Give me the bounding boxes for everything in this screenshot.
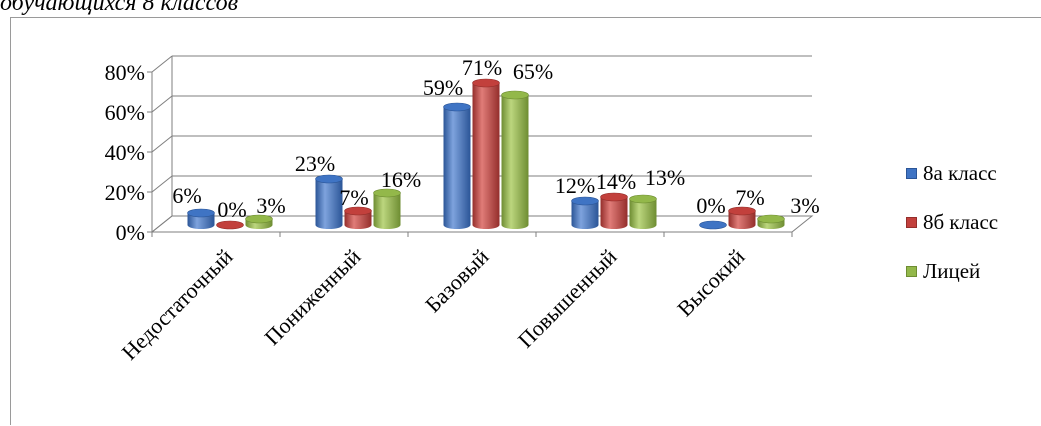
bar-body	[501, 95, 529, 229]
data-label: 3%	[790, 193, 819, 218]
bar-top	[600, 192, 628, 202]
data-label: 0%	[217, 197, 246, 222]
data-label: 14%	[596, 169, 636, 194]
bar	[315, 174, 343, 229]
bar-top	[501, 90, 529, 100]
bar-top	[699, 220, 727, 230]
category-label: Повышенный	[513, 244, 622, 353]
legend-label-8a: 8а класс	[923, 160, 997, 185]
bar	[728, 206, 756, 229]
bar-body	[728, 211, 756, 229]
data-label: 16%	[381, 167, 421, 192]
data-label: 3%	[256, 193, 285, 218]
bar-top	[344, 206, 372, 216]
bar	[472, 78, 500, 229]
y-tick-label: 0%	[116, 220, 145, 245]
chart-floor	[150, 215, 814, 233]
data-label: 59%	[423, 75, 463, 100]
bar	[699, 220, 727, 230]
bar-top	[216, 220, 244, 230]
gridline-side	[151, 55, 173, 73]
page-caption: обучающихся 8 классов	[0, 0, 239, 16]
bar-top	[472, 78, 500, 88]
bar	[344, 206, 372, 229]
bar-top	[571, 196, 599, 206]
bar-top	[757, 214, 785, 224]
bar-top	[373, 188, 401, 198]
bar	[757, 214, 785, 229]
gridline-side	[151, 135, 173, 153]
bar-top	[315, 174, 343, 184]
data-label: 23%	[295, 151, 335, 176]
bar-top	[728, 206, 756, 216]
bar	[600, 192, 628, 229]
bar-body	[629, 199, 657, 229]
category-label: Высокий	[672, 244, 750, 322]
bar	[216, 220, 244, 230]
y-tick-label: 40%	[105, 140, 145, 165]
chart-legend: 8а класс 8б класс Лицей	[906, 160, 999, 310]
data-label: 7%	[339, 185, 368, 210]
legend-swatch-lyceum	[906, 265, 917, 277]
legend-swatch-8b	[906, 216, 917, 228]
data-label: 13%	[645, 165, 685, 190]
data-label: 65%	[513, 59, 553, 84]
bar-top	[187, 208, 215, 218]
bar	[571, 196, 599, 229]
bar	[443, 102, 471, 229]
chart-grid: 0% 20% 40% 60% 80%	[105, 55, 814, 245]
bar-body	[600, 197, 628, 229]
legend-item-lyceum: Лицей	[906, 258, 998, 283]
data-label: 12%	[555, 173, 595, 198]
category-label: Базовый	[420, 244, 494, 318]
data-label: 0%	[696, 193, 725, 218]
legend-item-8a: 8а класс	[906, 160, 998, 185]
bar-body	[187, 213, 215, 229]
bar	[501, 90, 529, 229]
bar-top	[245, 214, 273, 224]
category-label: Недостаточный	[117, 244, 238, 365]
y-tick-label: 20%	[105, 180, 145, 205]
category-label: Пониженный	[259, 244, 365, 350]
bar-top	[629, 194, 657, 204]
data-label: 71%	[462, 55, 502, 80]
data-label: 7%	[735, 185, 764, 210]
chart-bars	[187, 78, 785, 230]
legend-label-8b: 8б класс	[923, 209, 999, 234]
y-tick-label: 60%	[105, 100, 145, 125]
bar	[629, 194, 657, 229]
legend-swatch-8a	[906, 167, 917, 179]
bar-body	[373, 193, 401, 229]
bar-body	[344, 211, 372, 229]
bar-body	[571, 201, 599, 229]
bar	[245, 214, 273, 229]
chart-frame	[10, 17, 1041, 425]
y-tick-label: 80%	[105, 60, 145, 85]
bar-body	[443, 107, 471, 229]
gridline-side	[151, 95, 173, 113]
legend-label-lyceum: Лицей	[923, 258, 981, 283]
bar-top	[443, 102, 471, 112]
gridline-side	[151, 175, 173, 193]
data-label: 6%	[172, 183, 201, 208]
bar-body	[315, 179, 343, 229]
bar-body	[472, 83, 500, 229]
bar	[373, 188, 401, 229]
bar	[187, 208, 215, 229]
legend-item-8b: 8б класс	[906, 209, 999, 234]
